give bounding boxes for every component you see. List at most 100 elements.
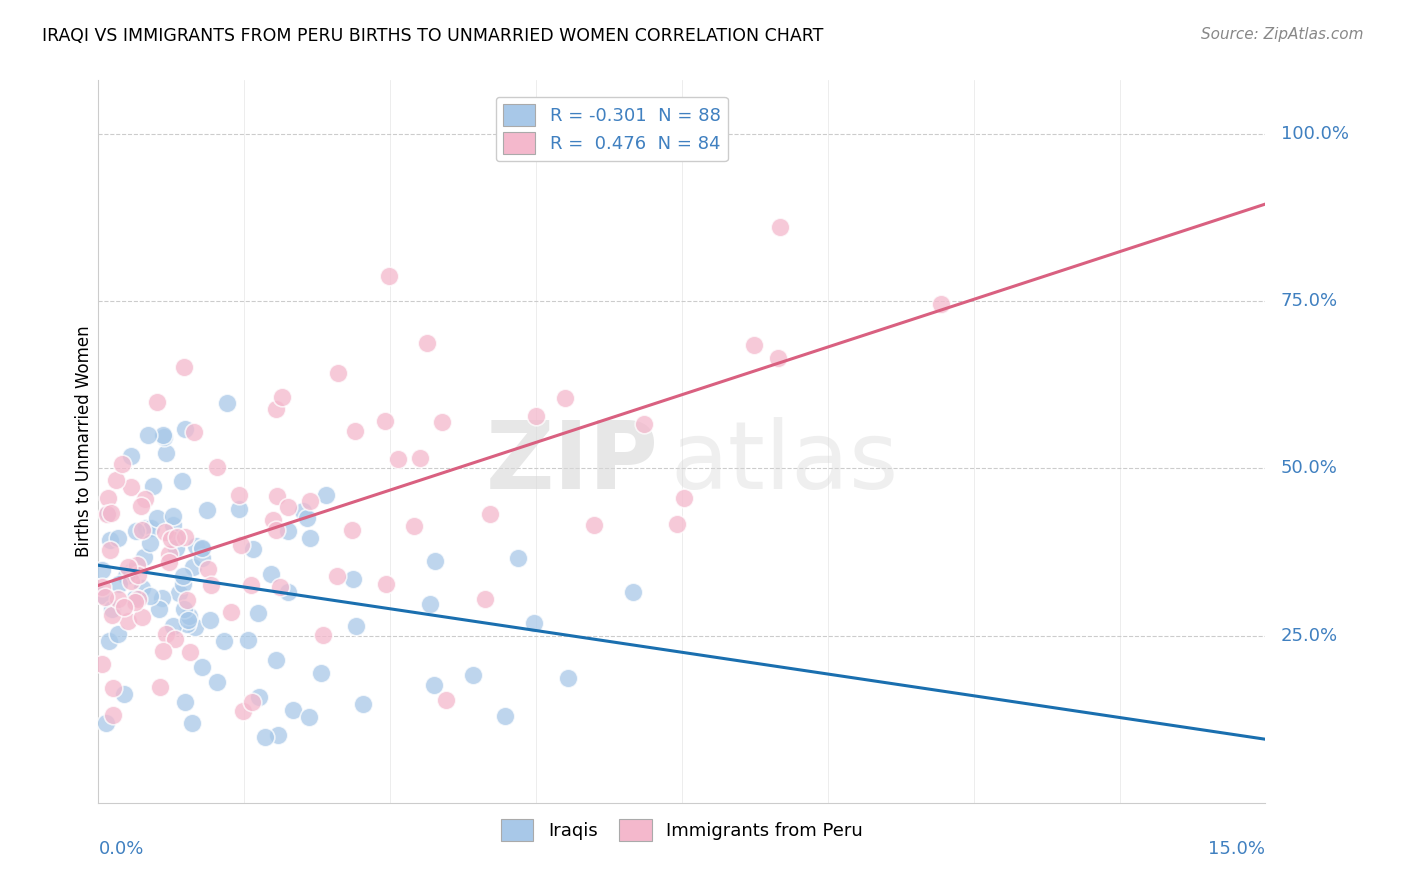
Point [508, 551, 530, 566]
Point [94, 590, 117, 604]
Text: 100.0%: 100.0% [1281, 125, 1348, 143]
Point [299, 531, 322, 545]
Point [554, 391, 576, 405]
Point [931, 297, 953, 311]
Point [155, 525, 177, 540]
Point [181, 559, 204, 574]
Point [163, 632, 186, 647]
Text: 75.0%: 75.0% [1281, 292, 1339, 310]
Point [160, 533, 183, 547]
Point [231, 538, 253, 552]
Point [264, 402, 287, 417]
Point [139, 536, 162, 550]
Point [107, 531, 129, 545]
Point [172, 577, 194, 591]
Point [377, 269, 399, 284]
Point [132, 550, 155, 565]
Point [174, 695, 197, 709]
Point [98, 543, 121, 558]
Point [298, 710, 321, 724]
Point [326, 568, 349, 582]
Point [212, 634, 235, 648]
Point [416, 336, 439, 351]
Text: atlas: atlas [671, 417, 898, 509]
Point [127, 558, 149, 572]
Point [149, 680, 172, 694]
Point [101, 602, 124, 616]
Point [197, 561, 219, 575]
Point [173, 530, 195, 544]
Point [91, 657, 114, 671]
Point [91, 588, 114, 602]
Point [166, 530, 188, 544]
Point [228, 501, 250, 516]
Point [266, 653, 288, 667]
Point [180, 716, 202, 731]
Point [165, 531, 187, 545]
Point [152, 643, 174, 657]
Point [191, 660, 214, 674]
Point [131, 610, 153, 624]
Point [526, 409, 548, 423]
Point [107, 627, 129, 641]
Point [97, 506, 120, 520]
Point [375, 576, 398, 591]
Point [769, 219, 792, 234]
Point [269, 580, 291, 594]
Point [121, 564, 143, 578]
Point [124, 595, 146, 609]
Point [103, 708, 125, 723]
Point [105, 473, 128, 487]
Point [271, 390, 294, 404]
Point [247, 690, 270, 704]
Point [267, 728, 290, 742]
Point [343, 424, 366, 438]
Point [277, 500, 299, 515]
Point [138, 428, 160, 442]
Point [478, 507, 501, 521]
Legend: Iraqis, Immigrants from Peru: Iraqis, Immigrants from Peru [494, 812, 870, 848]
Point [260, 567, 283, 582]
Text: 50.0%: 50.0% [1281, 459, 1339, 477]
Point [100, 608, 122, 623]
Text: Source: ZipAtlas.com: Source: ZipAtlas.com [1201, 27, 1364, 42]
Point [131, 581, 153, 595]
Point [172, 569, 194, 583]
Point [152, 430, 174, 444]
Point [98, 533, 121, 548]
Point [262, 513, 284, 527]
Point [409, 450, 432, 465]
Point [191, 541, 214, 555]
Point [474, 591, 496, 606]
Point [179, 645, 201, 659]
Point [523, 615, 546, 630]
Point [434, 692, 457, 706]
Point [150, 591, 173, 605]
Point [292, 504, 315, 518]
Point [96, 507, 118, 521]
Point [117, 560, 139, 574]
Text: Births to Unmarried Women: Births to Unmarried Women [76, 326, 93, 558]
Point [94, 716, 117, 731]
Point [179, 608, 201, 623]
Point [142, 479, 165, 493]
Point [297, 510, 319, 524]
Point [232, 704, 254, 718]
Point [170, 474, 193, 488]
Point [766, 351, 789, 366]
Point [176, 617, 198, 632]
Point [246, 606, 269, 620]
Point [402, 519, 425, 533]
Point [173, 359, 195, 374]
Point [239, 578, 262, 592]
Point [277, 524, 299, 538]
Point [108, 577, 131, 591]
Point [311, 628, 333, 642]
Point [583, 518, 606, 533]
Point [162, 508, 184, 523]
Point [183, 425, 205, 439]
Point [198, 613, 221, 627]
Point [134, 491, 156, 506]
Point [254, 730, 277, 744]
Point [162, 619, 184, 633]
